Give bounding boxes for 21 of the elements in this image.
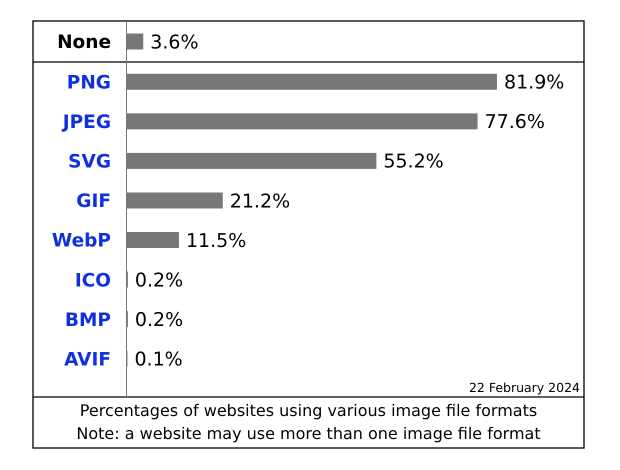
data-label: 0.2%	[134, 269, 184, 292]
y-tick-label: JPEG	[60, 112, 111, 134]
y-tick-label: AVIF	[64, 349, 111, 370]
data-label: 55.2%	[383, 150, 444, 173]
data-label: 21.2%	[230, 190, 290, 212]
y-tick-label: BMP	[64, 310, 111, 331]
data-label: 11.5%	[186, 230, 246, 252]
data-label: 0.2%	[134, 308, 184, 331]
text: Percentages of websites using various image file formats	[80, 401, 538, 420]
y-tick-label: GIF	[76, 191, 111, 212]
y-tick-label: PNG	[66, 72, 111, 94]
y-tick-label: ICO	[74, 270, 111, 292]
y-tick-label: WebP	[52, 230, 111, 252]
text: Note: a website may use more than one image file format	[76, 424, 541, 443]
y-tick-label: SVG	[68, 152, 111, 173]
annotation: 22 February 2024	[468, 380, 580, 395]
data-label: 3.6%	[150, 31, 199, 54]
data-label: 0.1%	[134, 348, 183, 371]
data-label: 77.6%	[484, 111, 545, 134]
y-tick-label: None	[57, 32, 111, 54]
data-label: 81.9%	[504, 72, 564, 94]
